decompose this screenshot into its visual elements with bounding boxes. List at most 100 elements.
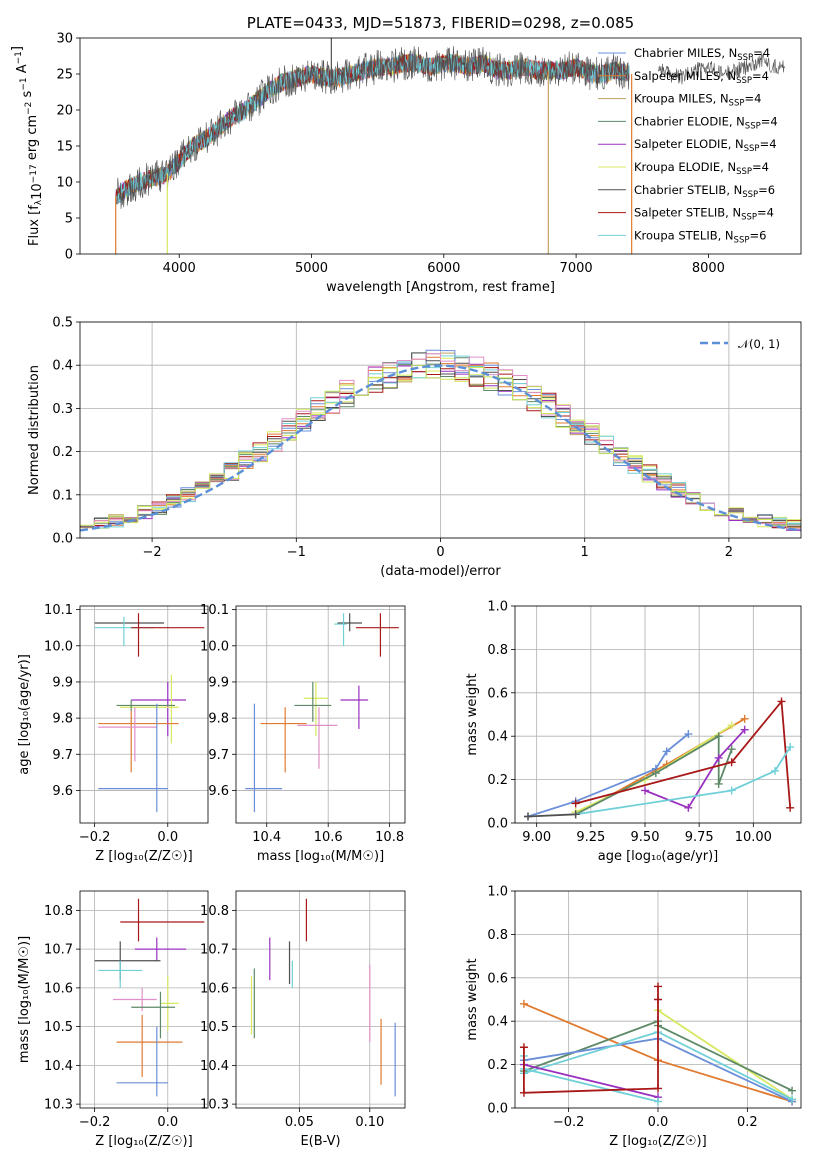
y-tick-label: 15 [56,140,73,155]
chart-residuals: −2 −1 0 1 2 0.0 0.1 0.2 0.3 0.4 0.5 (data-model)/er… [27,316,802,579]
x-tick-label: 0.05 [285,1115,314,1130]
y-tick-label: 10.7 [200,943,229,958]
weight-marker [519,999,528,1008]
legend-entry-sub: SSP [745,121,761,131]
errorbar-point [131,681,187,737]
y-tick-label: 25 [56,68,73,83]
weight-marker [740,714,749,723]
x-tick-label: 0.0 [157,1115,178,1130]
histograms [80,349,801,532]
weight-series [527,813,576,818]
weight-series [644,729,746,809]
x-axis-label: Z [log₁₀(Z/Z☉)] [95,1134,192,1149]
axes-frame [79,321,802,539]
x-tick-label: 0.0 [157,830,178,845]
histogram-series [80,364,801,527]
weight-marker [727,721,736,730]
y-tick-label: 0.0 [52,532,73,547]
x-tick-label: 5000 [295,261,328,276]
legend-entry-tail: =4 [757,206,774,220]
plot-layer: 4000 5000 6000 7000 8000051015202530waveleng… [10,14,802,1149]
weight-marker [786,743,795,752]
spectrum-tail [657,52,785,85]
weight-marker [571,810,580,819]
legend-entry: Kroupa MILES, NSSP=4 [634,92,761,109]
x-tick-label: 0.0 [648,1115,669,1130]
legend-entry-sub: SSP [737,53,753,63]
errorbar-point [337,613,362,632]
y-axis-label-part: s [20,90,35,101]
errorbars [250,898,396,1097]
weight-marker [714,779,723,788]
weight-marker [714,753,723,762]
weight-marker [788,1086,797,1095]
legend-entry-sub: SSP [729,99,745,109]
legend-entry-name: Kroupa ELODIE, N [634,160,736,174]
spectrum-lines [115,38,785,254]
weight-marker [519,1088,528,1097]
x-tick-label: 10.00 [735,830,772,845]
chart-age-vs-z: −0.2 0.0 9.6 9.7 9.8 9.9 10.0 10.1 Z [log₁₀(Z/Z☉… [17,603,209,864]
y-axis-label-part: −17 [29,164,39,183]
axes-frame [514,605,802,824]
y-tick-label: 9.8 [208,712,229,727]
y-tick-label: 0.2 [487,1058,508,1073]
y-tick-label: 10.8 [44,904,73,919]
y-axis-label: age [log₁₀(age/yr)] [17,654,32,775]
chart-age-vs-mass: 10.4 10.6 10.8 9.6 9.7 9.8 9.9 10.0 10.1 mass [lo… [200,603,406,864]
x-axis-label: Z [log₁₀(Z/Z☉)] [95,849,192,864]
y-axis-label-part: Flux [f [27,205,42,246]
weight-marker [727,758,736,767]
legend-entry: Kroupa ELODIE, NSSP=4 [634,160,769,177]
y-tick-label: 0.4 [487,730,508,745]
legend-entry-tail: =4 [752,160,769,174]
legend-entry-sub: SSP [742,190,758,200]
legend-entry: Chabrier STELIB, NSSP=6 [634,183,775,200]
y-axis-label: Normed distribution [27,365,42,495]
errorbars [94,898,205,1097]
x-tick-label: 9.75 [685,830,714,845]
weight-marker [571,799,580,808]
legend-entry-sub: SSP [741,213,757,223]
errorbars [245,613,399,813]
y-tick-label: 10.4 [200,1059,229,1074]
weight-series [523,1063,659,1099]
legend-entry-sub: SSP [736,167,752,177]
y-tick-label: 0.3 [52,402,73,417]
y-tick-label: 0.4 [487,1015,508,1030]
y-axis-label-part: ] [10,46,25,51]
weight-series [523,1068,659,1103]
x-tick-label: −0.2 [553,1115,585,1130]
y-tick-label: 1.0 [487,885,508,900]
weight-marker [771,766,779,775]
y-axis-label-part: 10 [30,183,45,200]
weight-marker [524,812,532,821]
y-tick-label: 10.3 [200,1098,229,1113]
weight-marker [519,1043,528,1052]
legend-entry-sub: SSP [744,144,760,154]
axes-frame [79,37,802,255]
y-tick-label: 30 [56,32,73,47]
y-tick-label: 10.5 [200,1020,229,1035]
axes-frame [79,605,209,824]
legend-entry-tail: =4 [753,46,770,60]
weight-marker [684,730,693,739]
y-axis-label-part: −2 [24,102,34,115]
x-tick-label: 8000 [692,261,725,276]
y-tick-label: 9.6 [52,784,73,799]
x-tick-label: 1 [581,545,589,560]
y-axis-label-part: −1 [14,51,24,64]
y-tick-label: 9.7 [208,748,229,763]
x-tick-label: 9.50 [631,830,660,845]
legend-entry-tail: =4 [761,114,778,128]
y-tick-label: 10.8 [200,904,229,919]
legend-entry-sub: SSP [734,235,750,245]
chart-massweight-vs-z: −0.2 0.0 0.2 0.0 0.2 0.4 0.6 0.8 1.0 Z [log₁₀(Z/Z… [465,885,802,1149]
x-tick-label: 0.2 [737,1115,758,1130]
y-tick-label: 10.0 [44,639,73,654]
legend-entry: Chabrier ELODIE, NSSP=4 [634,114,778,131]
errorbar-point [131,991,176,1039]
weight-series [657,1009,793,1101]
errorbar-point [245,703,283,813]
y-axis-label-part: A [15,64,30,77]
